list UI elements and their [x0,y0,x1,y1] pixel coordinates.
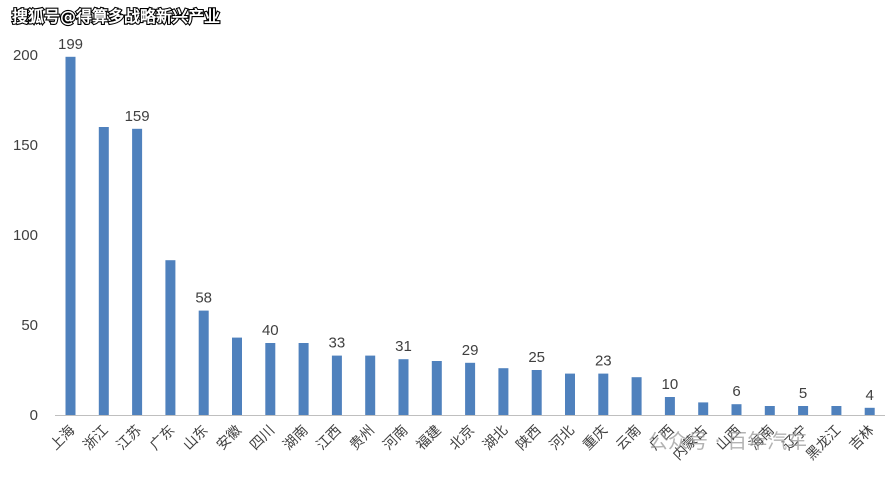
x-tick-label: 湖北 [480,423,511,454]
x-tick-label: 湖南 [280,423,311,454]
x-tick-label: 陕西 [513,423,544,454]
x-tick-label: 浙江 [81,423,112,454]
x-tick-label: 重庆 [580,423,611,454]
x-tick-label: 北京 [447,423,478,454]
data-label: 4 [866,387,874,404]
x-tick-label: 河南 [380,423,411,454]
data-label: 199 [58,36,83,53]
data-label: 159 [125,108,150,125]
bar [165,260,176,415]
bar [198,310,209,415]
x-tick-label: 广东 [147,423,178,454]
bar [431,361,442,415]
bar [465,362,476,415]
x-tick-label: 贵州 [347,423,378,454]
bar [531,370,542,415]
x-tick-label: 吉林 [846,423,877,454]
x-tick-label: 四川 [247,423,278,454]
x-tick-label: 山东 [180,423,211,454]
bars [65,56,875,416]
bar [664,397,675,415]
y-tick-label: 200 [13,47,38,64]
x-tick-label: 云南 [613,423,644,454]
bar [298,343,309,415]
bar [65,56,76,416]
watermark-bottom: 公众号 · 百年汽车 [648,429,807,453]
data-label: 25 [528,349,545,366]
data-label: 33 [329,335,346,352]
x-tick-label: 江西 [314,423,345,454]
data-label: 6 [732,383,740,400]
data-labels: 199 159 58 40 33 31 29 25 23 10 6 5 4 [58,36,874,404]
x-tick-label: 安徽 [214,423,245,454]
bar [398,359,409,415]
bar [132,128,143,416]
watermark-top: 搜狐号@得算多战略新兴产业 [12,7,220,26]
x-tick-label: 江苏 [114,423,145,454]
bar [864,407,875,415]
y-tick-label: 50 [21,317,38,334]
data-label: 31 [395,338,412,355]
bar [232,337,242,415]
bar [598,373,609,415]
bar [698,402,709,415]
y-tick-label: 150 [13,137,38,154]
data-label: 23 [595,353,612,370]
bar [498,368,509,415]
bar [565,373,575,415]
bar [831,406,842,415]
bar [331,355,342,415]
bar [798,406,809,415]
data-label: 29 [462,342,479,359]
y-tick-label: 0 [30,407,38,424]
bar [365,355,376,415]
data-label: 10 [662,376,679,393]
x-tick-label: 黑龙江 [803,423,844,464]
x-tick-label: 上海 [47,423,78,454]
x-tick-label: 河北 [547,423,578,454]
y-tick-label: 100 [13,227,38,244]
bar [764,406,775,415]
bar [265,343,276,415]
bar [98,127,109,415]
data-label: 5 [799,385,807,402]
x-tick-label: 福建 [414,423,445,454]
data-label: 40 [262,322,279,339]
category-labels: 上海 浙江 江苏 广东 山东 安徽 四川 湖南 江西 贵州 河南 福建 北京 湖北 陕西 河北 重庆 云南 广西内蒙… [47,422,877,464]
bar [731,404,742,415]
bar [631,377,642,415]
data-label: 58 [195,290,212,307]
y-axis: 0 50 100 150 200 [13,47,38,424]
